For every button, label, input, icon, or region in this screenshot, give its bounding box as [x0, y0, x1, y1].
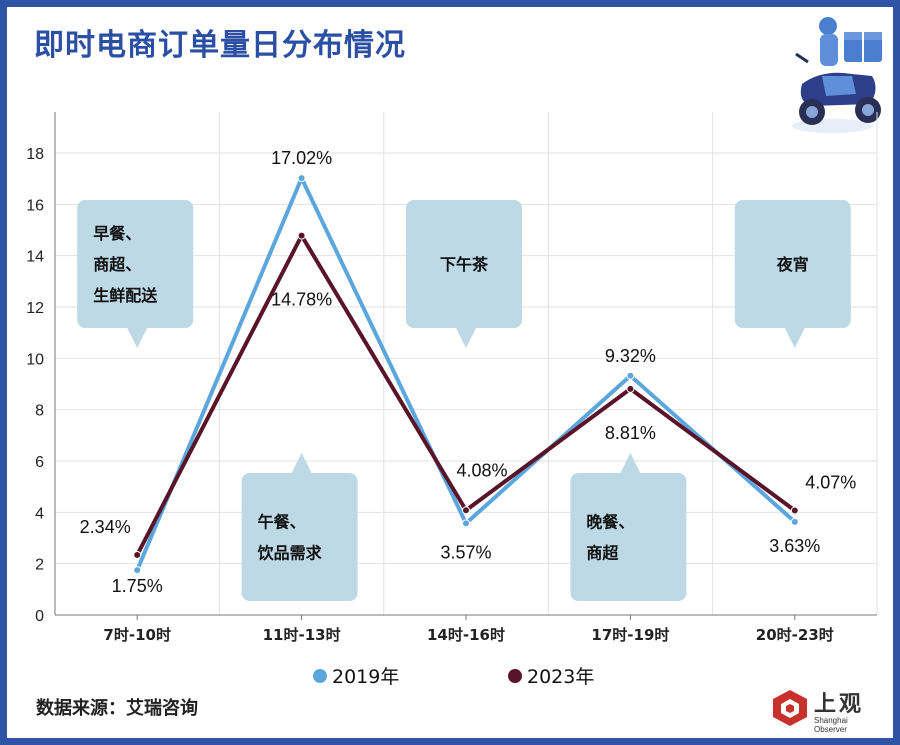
data-point: [462, 519, 470, 528]
data-point: [626, 371, 635, 380]
y-tick-label: 14: [26, 249, 44, 266]
x-tick-label: 17时-19时: [591, 626, 669, 644]
legend-marker: [313, 669, 327, 683]
annotation-text: 早餐、: [93, 224, 141, 243]
annotation-text: 饮品需求: [257, 544, 323, 563]
annotation-bubble: 午餐、饮品需求: [241, 453, 358, 601]
annotation-text: 午餐、: [258, 513, 306, 532]
bubble-box: [241, 473, 358, 601]
logo-wordmark: 上观: [814, 692, 865, 717]
delivery-rider-icon: [792, 17, 882, 133]
data-label: 9.32%: [605, 346, 656, 366]
x-tick-label: 20时-23时: [756, 626, 834, 644]
data-label: 4.08%: [456, 460, 507, 480]
annotation-text: 商超、: [93, 255, 141, 274]
data-label: 2.34%: [80, 517, 131, 537]
data-label: 14.78%: [271, 290, 332, 310]
bubble-box: [570, 473, 687, 601]
data-label: 17.02%: [271, 148, 332, 168]
y-tick-label: 6: [35, 454, 44, 471]
y-tick-label: 4: [35, 505, 44, 522]
legend-marker: [508, 669, 522, 683]
y-tick-label: 12: [26, 300, 44, 317]
logo-subtitle: Shanghai Observer: [814, 716, 848, 734]
bubble-box: [406, 200, 522, 328]
publisher-logo: 上观 Shanghai Observer: [770, 688, 882, 734]
bubble-tail: [127, 328, 148, 348]
y-tick-label: 2: [35, 557, 44, 574]
annotation-bubble: 下午茶: [406, 200, 522, 348]
x-tick-label: 14时-16时: [427, 626, 505, 644]
bubble-tail: [291, 453, 312, 473]
data-point: [790, 517, 799, 526]
annotation-bubble: 早餐、商超、生鲜配送: [77, 200, 194, 348]
annotation-text: 夜宵: [776, 255, 809, 274]
y-tick-label: 0: [35, 608, 44, 625]
data-point: [790, 506, 799, 515]
shanghai-observer-logo-icon: [773, 690, 807, 726]
data-point: [133, 566, 142, 575]
data-point: [297, 174, 306, 183]
data-label: 4.07%: [805, 473, 856, 493]
bubble-box: [734, 200, 851, 328]
chart-frame: [7, 7, 893, 738]
y-tick-label: 16: [26, 197, 44, 214]
data-label: 1.75%: [112, 576, 163, 596]
annotation-bubble: 晚餐、商超: [570, 453, 687, 601]
data-source-note: 数据来源：艾瑞咨询: [36, 698, 198, 719]
data-label: 3.57%: [440, 542, 491, 562]
annotation-text: 生鲜配送: [93, 286, 158, 305]
data-point: [133, 550, 142, 559]
chart-title: 即时电商订单量日分布情况: [34, 28, 406, 63]
bubble-tail: [784, 328, 805, 348]
legend-label: 2019年: [332, 666, 399, 688]
y-tick-label: 18: [26, 146, 44, 163]
annotation-text: 晚餐、: [586, 513, 634, 532]
bubble-box: [77, 200, 194, 328]
data-point: [462, 506, 470, 515]
data-point: [626, 384, 635, 393]
data-label: 8.81%: [605, 423, 656, 443]
y-tick-label: 10: [26, 351, 44, 368]
x-tick-label: 7时-10时: [103, 626, 171, 644]
annotation-text: 下午茶: [440, 255, 489, 274]
y-tick-label: 8: [35, 403, 44, 420]
annotation-text: 商超: [586, 544, 619, 563]
data-point: [297, 231, 306, 240]
bubble-tail: [456, 328, 476, 348]
legend-label: 2023年: [527, 666, 594, 688]
bubble-tail: [620, 453, 641, 473]
data-label: 3.63%: [769, 536, 820, 556]
x-tick-label: 11时-13时: [263, 626, 341, 644]
annotation-bubble: 夜宵: [734, 200, 851, 348]
